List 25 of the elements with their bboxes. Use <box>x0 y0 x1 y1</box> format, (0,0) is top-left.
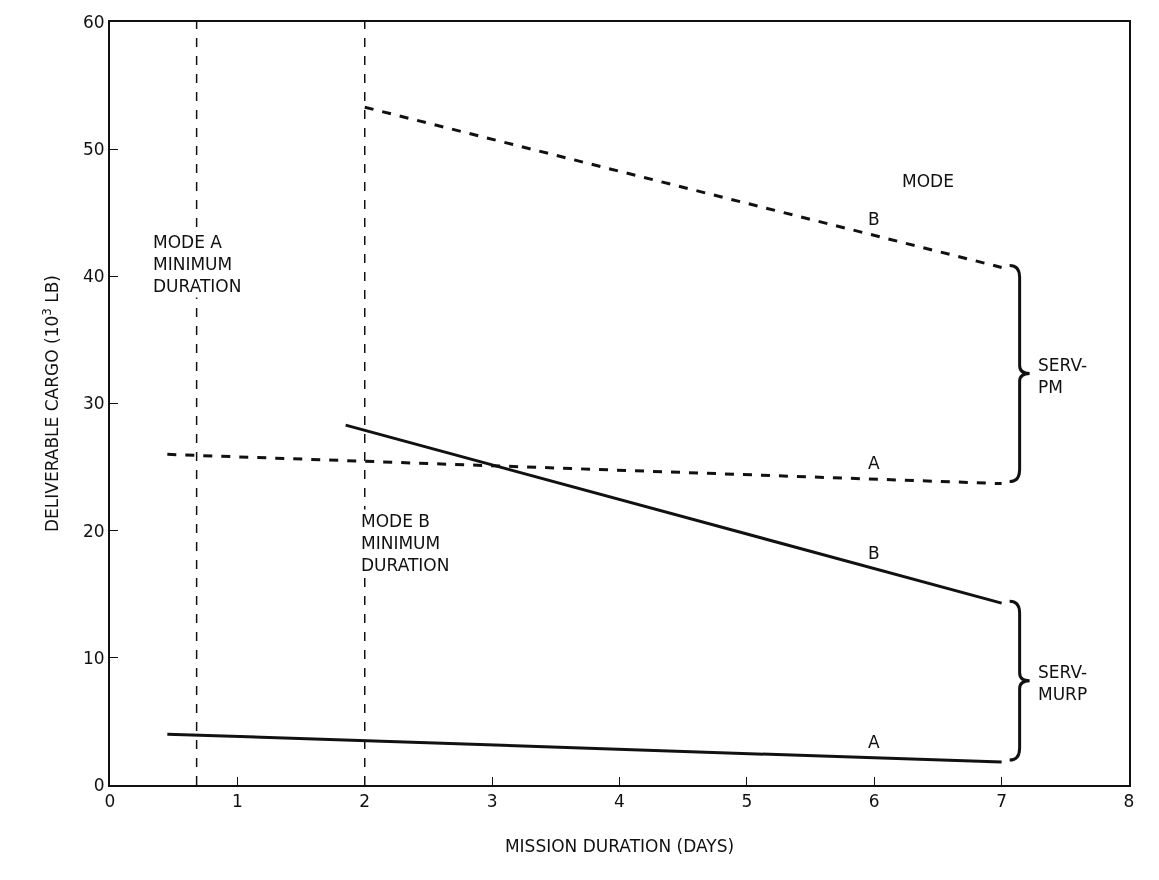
x-tick-label: 6 <box>868 791 880 812</box>
x-tick-label: 3 <box>486 791 498 812</box>
y-tick-label: 40 <box>82 266 105 287</box>
series-label: A <box>868 453 880 473</box>
x-tick-label: 1 <box>231 791 243 812</box>
annotation: MODE <box>902 171 954 191</box>
x-tick-label: 5 <box>741 791 753 812</box>
series-label: B <box>868 543 880 563</box>
y-tick-label: 10 <box>82 647 105 668</box>
y-tick-label: 0 <box>93 774 105 795</box>
y-tick-label: 20 <box>82 520 105 541</box>
ref-line-label: MODE A MINIMUM DURATION <box>153 232 242 297</box>
x-tick-label: 4 <box>614 791 625 812</box>
ref-line-label: MODE B MINIMUM DURATION <box>361 511 450 576</box>
series-label: B <box>868 209 880 229</box>
y-tick-label: 60 <box>82 11 105 32</box>
x-axis-title: MISSION DURATION (DAYS) <box>504 836 735 857</box>
x-tick-label: 7 <box>996 791 1008 812</box>
annotation: SERV- PM <box>1038 355 1088 398</box>
y-tick-label: 30 <box>82 393 105 414</box>
series-label: A <box>868 732 880 752</box>
annotation: SERV- MURP <box>1038 662 1088 705</box>
x-tick-label: 8 <box>1123 791 1135 812</box>
y-tick-label: 50 <box>82 139 105 160</box>
x-tick-label: 2 <box>359 791 371 812</box>
